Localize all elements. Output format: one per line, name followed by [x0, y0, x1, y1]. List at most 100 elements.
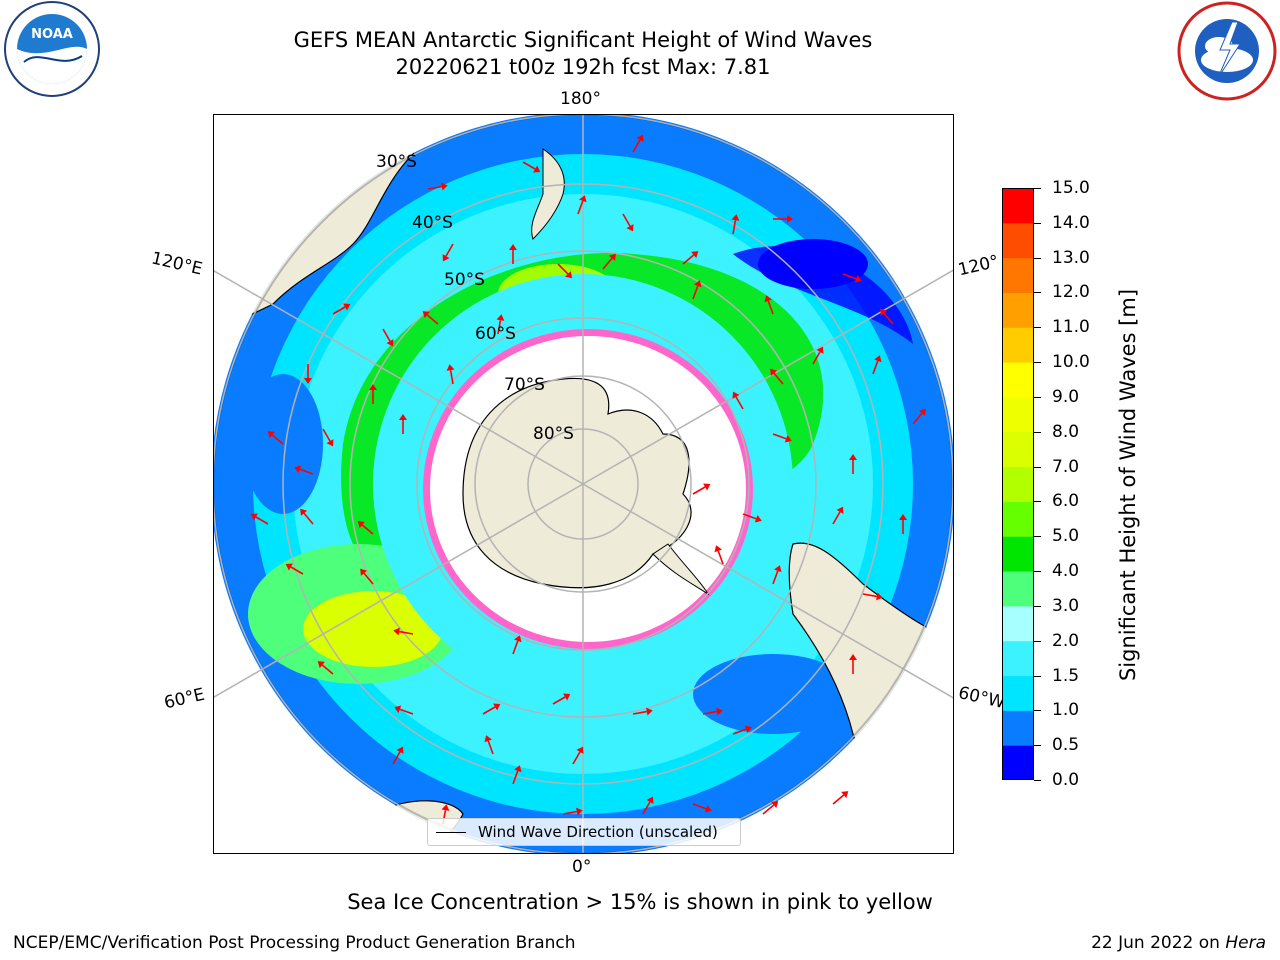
nws-logo	[1177, 1, 1277, 101]
colorbar-tick-label: 0.5	[1052, 735, 1080, 756]
wind-wave-arrow	[449, 370, 454, 385]
wind-wave-arrow	[762, 804, 775, 815]
colorbar-tick-mark	[1034, 745, 1041, 747]
lat-label-70s: 70°S	[504, 375, 545, 395]
new-zealand	[531, 148, 565, 240]
lon-label-120e: 120°E	[149, 248, 205, 280]
wind-wave-arrow	[322, 428, 331, 442]
wind-wave-arrowhead	[716, 707, 723, 716]
wave-field-low-ne-core	[758, 239, 868, 289]
colorbar-tick-label: 9.0	[1052, 386, 1080, 407]
colorbar-segment	[1002, 362, 1034, 398]
colorbar-tick-mark	[1034, 780, 1041, 781]
wind-wave-arrowhead	[918, 408, 926, 416]
wind-wave-arrowhead	[369, 384, 377, 390]
wind-wave-arrowhead	[357, 521, 365, 529]
colorbar-tick-mark	[1034, 605, 1041, 607]
wind-wave-arrowhead	[703, 483, 711, 491]
wind-wave-arrowhead	[849, 454, 857, 460]
wind-wave-arrow	[692, 285, 699, 300]
lon-label-180: 180°	[560, 89, 601, 109]
wind-wave-arrowhead	[784, 435, 792, 443]
colorbar-tick-mark	[1034, 327, 1041, 329]
wind-wave-arrow	[702, 710, 717, 715]
wind-wave-arrow	[577, 200, 584, 215]
wind-wave-arrowhead	[576, 807, 583, 816]
colorbar-segment	[1002, 745, 1034, 780]
colorbar-tick-mark	[1034, 675, 1041, 677]
colorbar-tick-label: 0.0	[1052, 770, 1080, 790]
wind-wave-arrowhead	[874, 355, 882, 363]
wind-wave-arrowhead	[774, 565, 782, 573]
wind-wave-arrow	[772, 570, 779, 585]
wind-wave-arrowhead	[326, 439, 334, 447]
colorbar-segment	[1002, 431, 1034, 468]
colorbar-segment	[1002, 501, 1034, 537]
wind-wave-arrowhead	[343, 303, 351, 311]
footer-host: Hera	[1225, 933, 1266, 953]
colorbar	[1002, 188, 1034, 780]
wind-wave-arrow	[602, 257, 613, 270]
footer-date-text: 22 Jun 2022 on	[1091, 933, 1226, 953]
wind-wave-arrowhead	[691, 251, 699, 259]
wind-wave-arrowhead	[714, 545, 722, 553]
wind-wave-arrowhead	[422, 311, 430, 319]
wind-wave-arrow	[427, 185, 442, 190]
colorbar-segment	[1002, 640, 1034, 677]
wind-wave-arrowhead	[646, 796, 654, 804]
lon-label-60e: 60°E	[162, 684, 207, 714]
wind-wave-arrowhead	[565, 271, 573, 279]
wind-wave-arrow	[732, 728, 747, 735]
wind-wave-arrowhead	[731, 214, 740, 221]
colorbar-tick-mark	[1034, 292, 1041, 294]
wind-wave-arrowhead	[732, 391, 740, 399]
wind-wave-arrow	[862, 593, 877, 598]
wind-wave-arrow	[482, 706, 496, 715]
wind-wave-arrow	[562, 810, 577, 815]
wind-wave-arrowhead	[608, 253, 616, 261]
colorbar-title: Significant Height of Wind Waves [m]	[1116, 288, 1140, 682]
wave-field-low-se	[693, 654, 853, 734]
wind-wave-arrow	[767, 300, 774, 315]
wind-wave-arrowhead	[816, 346, 824, 354]
wind-wave-arrow	[552, 696, 566, 705]
lon-label-60w: 60°W	[956, 682, 1007, 714]
wind-wave-arrow	[382, 328, 391, 342]
wind-wave-arrow	[363, 572, 374, 585]
wind-wave-arrowhead	[267, 431, 275, 439]
wind-wave-arrow	[732, 220, 737, 235]
wind-wave-arrow	[271, 434, 284, 445]
footer-branch: NCEP/EMC/Verification Post Processing Pr…	[13, 933, 576, 953]
colorbar-tick-label: 1.0	[1052, 700, 1080, 721]
wind-wave-arrow	[487, 740, 494, 755]
wind-wave-arrow	[692, 803, 707, 810]
wind-wave-arrow	[445, 243, 454, 257]
polar-map	[132, 0, 1034, 960]
wind-wave-arrowhead	[563, 693, 571, 701]
wind-wave-arrow	[642, 801, 651, 815]
colorbar-segment	[1002, 292, 1034, 328]
wind-wave-arrowhead	[386, 339, 394, 347]
colorbar-tick-mark	[1034, 362, 1041, 364]
colorbar-segment	[1002, 466, 1034, 502]
wind-wave-arrow	[399, 708, 414, 715]
colorbar-tick-label: 4.0	[1052, 561, 1080, 582]
wind-wave-arrowhead	[317, 661, 325, 669]
colorbar-tick-mark	[1034, 501, 1041, 503]
wind-wave-arrow	[572, 751, 581, 765]
colorbar-tick-label: 2.0	[1052, 630, 1080, 651]
lat-label-50s: 50°S	[444, 270, 485, 290]
wind-wave-arrow	[772, 433, 787, 440]
wind-wave-arrowhead	[636, 134, 644, 142]
wind-wave-arrowhead	[576, 746, 584, 754]
colorbar-tick-mark	[1034, 466, 1041, 468]
wind-wave-arrowhead	[899, 514, 907, 520]
title-line-2: 20220621 t00z 192h fcst Max: 7.81	[395, 55, 771, 79]
footer-date: 22 Jun 2022 on Hera	[1091, 933, 1266, 953]
map-legend: Wind Wave Direction (unscaled)	[427, 818, 741, 846]
wave-field-yellow	[303, 591, 443, 667]
colorbar-tick-mark	[1034, 396, 1041, 398]
wind-wave-arrowhead	[300, 508, 308, 516]
wind-wave-arrowhead	[533, 165, 541, 173]
wind-wave-arrowhead	[396, 746, 404, 754]
